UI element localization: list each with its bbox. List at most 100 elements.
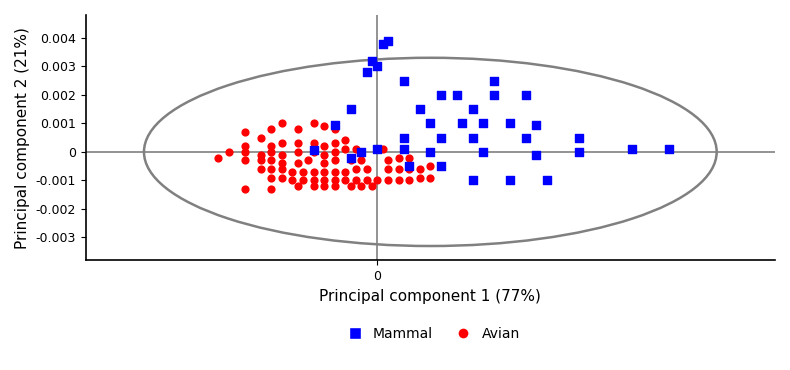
Legend: Mammal, Avian: Mammal, Avian: [335, 321, 525, 346]
Avian: [276, 160, 288, 166]
Avian: [292, 183, 304, 189]
Avian: [276, 152, 288, 158]
Avian: [307, 140, 320, 146]
Avian: [286, 178, 299, 184]
Y-axis label: Principal component 2 (21%): Principal component 2 (21%): [15, 27, 30, 249]
Mammal: [413, 106, 426, 112]
Avian: [239, 186, 251, 192]
Mammal: [503, 178, 516, 184]
Avian: [329, 183, 341, 189]
Avian: [265, 158, 277, 164]
Avian: [318, 178, 330, 184]
Avian: [318, 123, 330, 129]
Avian: [276, 175, 288, 181]
Avian: [292, 126, 304, 132]
Mammal: [573, 135, 585, 141]
Avian: [344, 158, 357, 164]
Mammal: [477, 120, 490, 126]
Avian: [265, 175, 277, 181]
Mammal: [626, 146, 638, 152]
Avian: [276, 140, 288, 146]
Avian: [307, 149, 320, 155]
Avian: [239, 149, 251, 155]
Avian: [355, 183, 367, 189]
Mammal: [503, 120, 516, 126]
Avian: [403, 155, 416, 161]
Avian: [307, 183, 320, 189]
Mammal: [456, 120, 468, 126]
Mammal: [466, 135, 479, 141]
Avian: [339, 178, 352, 184]
Avian: [307, 178, 320, 184]
Avian: [307, 120, 320, 126]
Avian: [382, 158, 394, 164]
Avian: [382, 178, 394, 184]
Mammal: [450, 92, 463, 98]
Avian: [292, 160, 304, 166]
Avian: [413, 175, 426, 181]
Avian: [329, 158, 341, 164]
Mammal: [371, 63, 384, 69]
Avian: [318, 169, 330, 175]
Avian: [424, 163, 437, 169]
Mammal: [344, 155, 357, 161]
Avian: [223, 149, 235, 155]
Avian: [292, 149, 304, 155]
Mammal: [540, 178, 553, 184]
Avian: [403, 166, 416, 172]
Mammal: [329, 122, 341, 128]
Avian: [212, 155, 224, 161]
Mammal: [344, 106, 357, 112]
Mammal: [530, 152, 543, 158]
Avian: [265, 126, 277, 132]
Mammal: [520, 92, 532, 98]
Mammal: [477, 149, 490, 155]
Avian: [297, 169, 310, 175]
Avian: [254, 158, 267, 164]
Mammal: [466, 106, 479, 112]
Avian: [329, 178, 341, 184]
Avian: [239, 158, 251, 164]
Avian: [318, 160, 330, 166]
Mammal: [530, 122, 543, 128]
Avian: [329, 149, 341, 155]
Avian: [355, 149, 367, 155]
Mammal: [371, 146, 384, 152]
Avian: [318, 183, 330, 189]
Avian: [254, 152, 267, 158]
Mammal: [366, 58, 378, 64]
Mammal: [397, 146, 410, 152]
Avian: [292, 140, 304, 146]
Mammal: [466, 178, 479, 184]
Mammal: [435, 135, 447, 141]
Avian: [413, 166, 426, 172]
Avian: [239, 129, 251, 135]
Avian: [339, 169, 352, 175]
Avian: [392, 166, 404, 172]
Avian: [318, 152, 330, 158]
Mammal: [663, 146, 675, 152]
Mammal: [424, 149, 437, 155]
Avian: [344, 183, 357, 189]
X-axis label: Principal component 1 (77%): Principal component 1 (77%): [319, 289, 541, 303]
Avian: [276, 120, 288, 126]
Mammal: [307, 148, 320, 154]
Avian: [307, 169, 320, 175]
Avian: [382, 166, 394, 172]
Avian: [329, 126, 341, 132]
Mammal: [487, 78, 500, 84]
Avian: [392, 155, 404, 161]
Avian: [355, 158, 367, 164]
Mammal: [382, 38, 394, 44]
Avian: [254, 166, 267, 172]
Avian: [350, 166, 363, 172]
Mammal: [573, 149, 585, 155]
Avian: [403, 178, 416, 184]
Avian: [350, 178, 363, 184]
Mammal: [397, 135, 410, 141]
Mammal: [520, 135, 532, 141]
Avian: [265, 143, 277, 149]
Mammal: [360, 69, 373, 75]
Mammal: [403, 163, 416, 169]
Avian: [376, 146, 389, 152]
